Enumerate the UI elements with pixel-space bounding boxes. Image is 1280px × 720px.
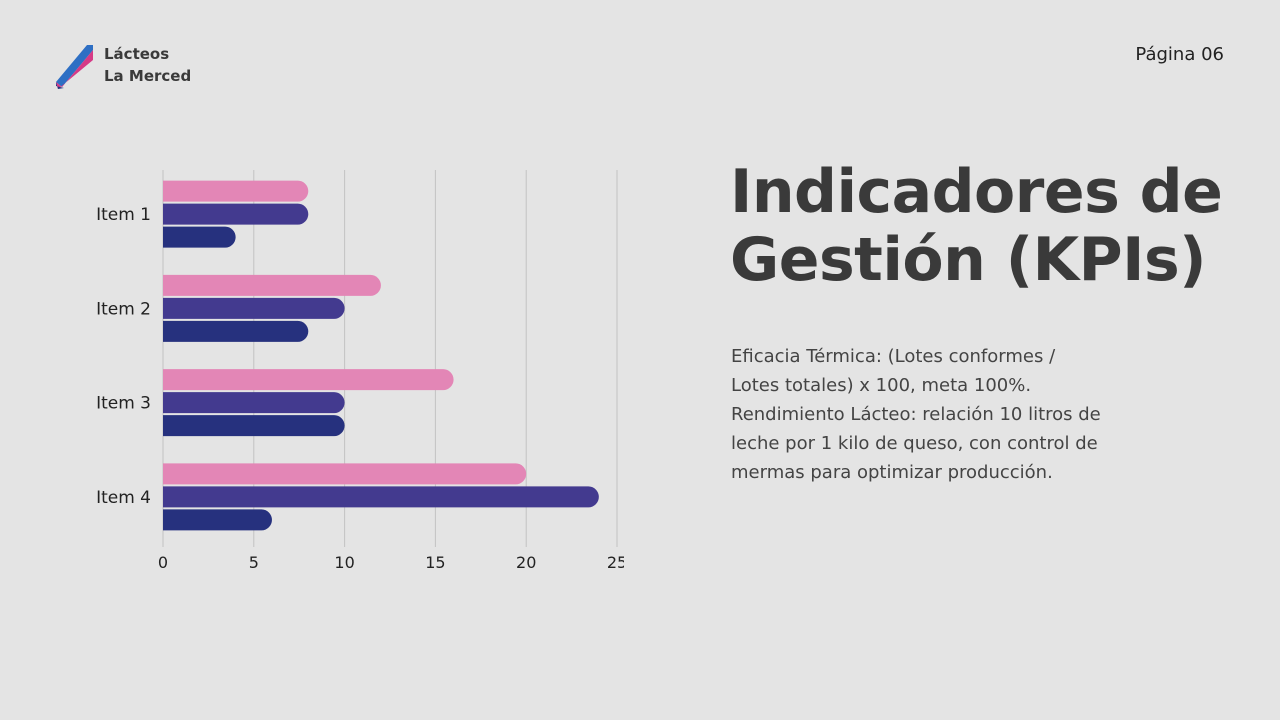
bar [163,509,272,531]
bar [163,369,454,391]
bar [163,226,236,248]
page-title: Indicadores de Gestión (KPIs) [730,158,1250,294]
x-tick-label: 25 [607,553,627,572]
brand-logo: Lácteos La Merced [54,42,191,90]
kpi-description-line: leche por 1 kilo de queso, con control d… [731,433,1098,454]
page-title-line2: Gestión (KPIs) [730,225,1207,295]
page-number: Página 06 [1135,44,1224,65]
brand-logo-icon [56,45,93,89]
x-tick-label: 5 [249,553,259,572]
x-tick-label: 10 [334,553,354,572]
x-tick-label: 0 [158,553,168,572]
brand-name-line2: La Merced [104,67,192,85]
x-tick-label: 20 [516,553,536,572]
kpi-description: Eficacia Térmica: (Lotes conformes / Lot… [731,342,1141,487]
bar [163,463,527,485]
category-label: Item 4 [96,488,151,508]
bar [163,415,345,437]
page-title-line1: Indicadores de [730,157,1223,227]
x-tick-label: 15 [425,553,445,572]
bar [163,203,309,225]
chart-canvas: 0 5 10 15 20 25 Item 1 Item 2 Item 3 Item 4 [96,170,627,572]
bar [163,297,345,319]
kpi-bar-chart: 0 5 10 15 20 25 Item 1 Item 2 Item 3 Item 4 [60,150,640,590]
bar [163,274,381,296]
brand-name: Lácteos La Merced [104,43,191,87]
category-label: Item 3 [96,394,151,414]
brand-name-line1: Lácteos [104,45,170,63]
kpi-description-line: mermas para optimizar producción. [731,462,1053,483]
x-tick-labels: 0 5 10 15 20 25 [158,553,627,572]
bar [163,392,345,414]
bar [163,180,309,202]
kpi-description-line: Eficacia Térmica: (Lotes conformes / [731,346,1056,367]
kpi-description-line: Rendimiento Lácteo: relación 10 litros d… [731,404,1101,425]
bar [163,320,309,342]
category-label: Item 1 [96,205,151,225]
category-label: Item 2 [96,299,151,319]
kpi-description-line: Lotes totales) x 100, meta 100%. [731,375,1032,396]
bar [163,486,599,508]
